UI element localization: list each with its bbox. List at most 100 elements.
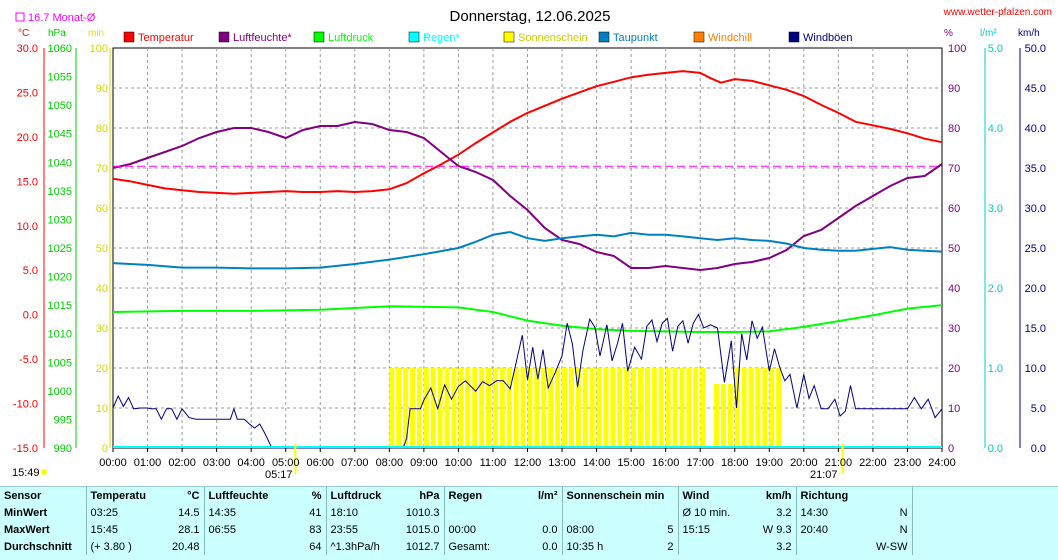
legend-swatch	[123, 31, 135, 43]
stats-cell-temp_time: (+ 3.80 )	[90, 540, 132, 553]
stats-cell-rain_time: Gesamt:	[448, 540, 491, 553]
stats-cell-dir_val: W-SW	[856, 538, 913, 555]
temp-axis-tick: 15.0	[17, 176, 38, 188]
x-tick-label: 15:00	[617, 457, 645, 469]
sunshine-bar	[700, 368, 706, 448]
series-line-2	[112, 304, 943, 333]
sunshine-bar	[776, 368, 782, 448]
sun-axis-tick: 40	[96, 283, 108, 295]
unit-sun: min	[88, 28, 104, 39]
pressure-axis-tick: 1060	[48, 43, 72, 55]
stats-row-max: MaxWert 15:45 28.1 06:55 83 23:55 1015.0 00:00 0…	[0, 521, 1058, 538]
sunshine-bar	[755, 368, 761, 448]
sun-axis-tick: 60	[96, 203, 108, 215]
axes: 30.0 25.0 20.0 15.0 10.0 5.0 0.0 -5.0 -10.0 -15.0…	[13, 43, 1046, 455]
stats-cell-rain_time	[444, 504, 510, 521]
stats-cell-wind_val: 3.2	[750, 504, 797, 521]
sunshine-bar	[575, 368, 581, 448]
temp-axis-tick: 20.0	[17, 132, 38, 144]
wind-axis-tick: 25.0	[1025, 243, 1046, 255]
sun-dot	[41, 469, 47, 475]
sunshine-bar	[562, 368, 567, 448]
stats-cell-press_val: 1012.7	[396, 538, 445, 555]
legend-label: Luftfeuchte*	[233, 32, 292, 44]
stats-cell-wind_time	[678, 538, 750, 555]
sunshine-bar	[610, 368, 616, 448]
humidity-axis-tick: 50	[948, 243, 960, 255]
x-tick-label: 00:00	[99, 457, 127, 469]
x-tick-label: 01:00	[134, 457, 162, 469]
legend-swatch	[503, 31, 515, 43]
sun-axis-tick: 50	[96, 243, 108, 255]
humidity-axis-tick: 30	[948, 323, 960, 335]
x-tick-label: 13:00	[548, 457, 576, 469]
stats-cell-label: MaxWert	[0, 521, 87, 538]
legend-swatch	[693, 31, 705, 43]
stats-cell-temp_val: 20.48	[146, 538, 205, 555]
x-tick-label: 17:00	[686, 457, 714, 469]
legend-swatch	[788, 31, 800, 43]
weather-chart: Donnerstag, 12.06.2025 www.wetter-pfalze…	[12, 7, 1052, 481]
sunshine-bar	[596, 368, 602, 448]
sunshine-bar	[499, 368, 505, 448]
rain-axis-tick: 5.0	[988, 43, 1003, 55]
stats-h-rain-unit: l/m²	[510, 487, 563, 504]
sun-axis-tick: 100	[90, 43, 108, 55]
x-tick-label: 06:00	[306, 457, 334, 469]
sunshine-bar	[603, 368, 609, 448]
sunshine-bar	[520, 368, 526, 448]
pressure-axis-tick: 1040	[48, 157, 72, 169]
legend-label: Sonnenschein	[518, 32, 588, 44]
sunshine-bar	[589, 368, 595, 448]
stats-cell-press_val: 1010.3	[396, 504, 445, 521]
sunshine-bar	[631, 368, 637, 448]
rain-axis-tick: 3.0	[988, 203, 1003, 215]
x-tick-label: 23:00	[894, 457, 922, 469]
wind-axis-tick: 20.0	[1025, 283, 1046, 295]
temp-axis-tick: 10.0	[17, 221, 38, 233]
legend-swatch	[218, 31, 230, 43]
stats-h-temp: Temperatur	[90, 489, 147, 502]
series-lines	[41, 70, 943, 475]
sunshine-bar	[472, 368, 478, 448]
site-link[interactable]: www.wetter-pfalzen.com	[943, 7, 1052, 18]
pressure-axis-tick: 995	[54, 414, 72, 426]
humidity-axis-tick: 60	[948, 203, 960, 215]
wind-axis-tick: 5.0	[1031, 403, 1046, 415]
humidity-axis-tick: 40	[948, 283, 960, 295]
x-tick-label: 20:00	[790, 457, 818, 469]
stats-cell-temp_time: 15:45	[90, 523, 119, 536]
stats-cell-dir_time	[796, 538, 856, 555]
pressure-axis-tick: 1045	[48, 129, 72, 141]
stats-cell-rain_time: 00:00	[448, 523, 477, 536]
stats-h-hum-unit: %	[278, 487, 327, 504]
x-tick-label: 14:00	[583, 457, 611, 469]
monthly-avg-label: 16.7 Monat-Ø	[28, 12, 96, 24]
sunshine-bars	[389, 368, 782, 448]
pressure-axis-tick: 1035	[48, 186, 72, 198]
x-tick-label: 08:00	[376, 457, 404, 469]
sunshine-bar	[513, 368, 519, 448]
sun-axis-tick: 0	[102, 443, 108, 455]
x-tick-label: 02:00	[168, 457, 196, 469]
stats-h-sun: Sonnenschein min	[562, 487, 679, 504]
stats-cell-sun_val	[634, 504, 679, 521]
stats-cell-rain_val: 0.0	[510, 538, 563, 555]
chart-title: Donnerstag, 12.06.2025	[450, 8, 611, 25]
humidity-axis-tick: 80	[948, 123, 960, 135]
sunshine-bar	[651, 368, 657, 448]
stats-h-press: Luftdruck	[330, 489, 382, 502]
sunshine-bar	[714, 384, 719, 448]
sunshine-bar	[748, 368, 754, 448]
stats-cell-hum_time: 14:35	[208, 506, 237, 519]
temp-axis-tick: 5.0	[23, 265, 38, 277]
legend-label: Regen*	[423, 32, 460, 44]
sunshine-bar	[679, 368, 685, 448]
pressure-axis-tick: 1025	[48, 243, 72, 255]
stats-cell-hum_val: 64	[278, 538, 327, 555]
wind-axis-tick: 40.0	[1025, 123, 1046, 135]
temp-axis-tick: -10.0	[13, 399, 38, 411]
sunshine-bar	[430, 368, 436, 448]
sunshine-bar	[762, 368, 768, 448]
sunshine-bar	[672, 368, 678, 448]
